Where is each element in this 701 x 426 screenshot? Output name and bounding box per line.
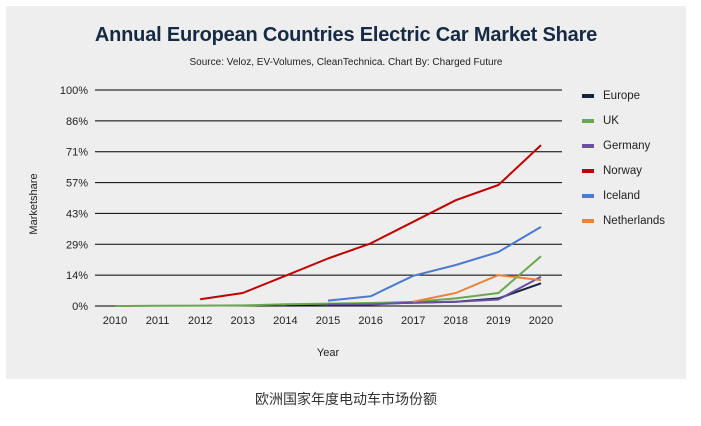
image-caption: 欧洲国家年度电动车市场份额 <box>255 392 437 408</box>
y-axis-label: Marketshare <box>28 173 40 234</box>
x-tick-label: 2020 <box>529 315 553 327</box>
legend-item-norway: Norway <box>582 158 665 183</box>
series-lines <box>114 144 542 307</box>
chart-subtitle: Source: Veloz, EV-Volumes, CleanTechnica… <box>189 57 503 68</box>
x-tick-label: 2016 <box>358 315 382 327</box>
y-tick-label: 71% <box>66 147 88 159</box>
legend-item-europe: Europe <box>582 83 665 108</box>
y-tick-label: 14% <box>66 270 88 282</box>
legend-swatch <box>582 218 594 223</box>
x-tick-label: 2015 <box>316 315 340 327</box>
chart-legend: Europe UK Germany Norway Iceland Netherlands <box>582 83 665 233</box>
legend-label: Germany <box>603 139 651 152</box>
x-tick-label: 2018 <box>444 315 468 327</box>
y-tick-label: 0% <box>72 301 88 313</box>
legend-swatch <box>582 118 594 123</box>
y-tick-label: 100% <box>60 85 88 97</box>
chart-panel <box>6 6 686 379</box>
legend-swatch <box>582 93 594 98</box>
legend-item-uk: UK <box>582 108 665 133</box>
series-line-uk <box>114 255 542 307</box>
legend-label: Netherlands <box>603 214 666 227</box>
series-line-germany <box>328 275 542 306</box>
legend-item-netherlands: Netherlands <box>582 208 665 233</box>
legend-item-germany: Germany <box>582 133 665 158</box>
legend-label: Norway <box>603 164 642 177</box>
chart-title: Annual European Countries Electric Car M… <box>94 24 598 46</box>
x-tick-label: 2013 <box>231 315 255 327</box>
legend-swatch <box>582 168 594 173</box>
legend-swatch <box>582 193 594 198</box>
y-axis-ticks: 0% 14% 29% 43% 57% 71% 86% 100% <box>60 85 88 313</box>
y-tick-label: 57% <box>66 178 88 190</box>
y-tick-label: 86% <box>66 116 88 128</box>
y-tick-label: 29% <box>66 239 88 251</box>
series-line-norway <box>200 144 542 301</box>
y-tick-label: 43% <box>66 208 88 220</box>
legend-label: UK <box>603 114 619 127</box>
x-tick-label: 2019 <box>486 315 510 327</box>
x-tick-label: 2010 <box>103 315 127 327</box>
x-tick-label: 2012 <box>188 315 212 327</box>
series-line-netherlands <box>412 274 542 303</box>
legend-label: Europe <box>603 89 641 102</box>
x-tick-label: 2017 <box>401 315 425 327</box>
legend-item-iceland: Iceland <box>582 183 665 208</box>
x-axis-label: Year <box>317 347 340 359</box>
series-line-iceland <box>327 226 542 302</box>
x-axis-ticks: 2010 2011 2012 2013 2014 2015 2016 2017 2018 2019… <box>103 315 553 327</box>
x-tick-label: 2014 <box>273 315 297 327</box>
x-tick-label: 2011 <box>146 315 170 327</box>
legend-swatch <box>582 143 594 148</box>
gridlines <box>95 89 562 307</box>
legend-label: Iceland <box>603 189 641 202</box>
